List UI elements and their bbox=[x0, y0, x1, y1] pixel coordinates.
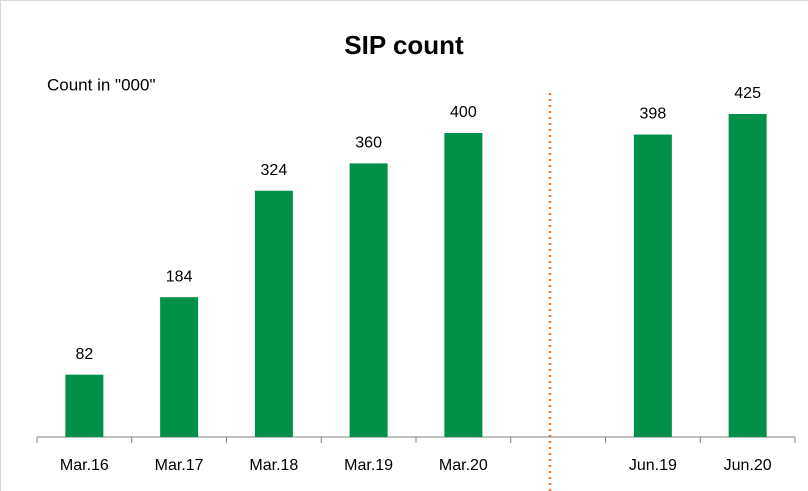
data-label: 324 bbox=[261, 162, 288, 179]
unit-note: Count in "000" bbox=[47, 75, 155, 94]
bar bbox=[349, 163, 388, 437]
data-label: 425 bbox=[734, 85, 761, 102]
x-tick-label: Jun.19 bbox=[629, 457, 677, 474]
data-label: 184 bbox=[166, 268, 193, 285]
x-tick-label: Mar.19 bbox=[344, 457, 393, 474]
data-label: 360 bbox=[355, 135, 382, 152]
bar bbox=[444, 133, 483, 437]
bar bbox=[633, 134, 672, 437]
x-tick-label: Mar.20 bbox=[439, 457, 488, 474]
x-tick-label: Mar.17 bbox=[155, 457, 204, 474]
x-tick-label: Mar.16 bbox=[60, 457, 109, 474]
chart-title: SIP count bbox=[344, 30, 464, 60]
x-tick-label: Jun.20 bbox=[724, 457, 772, 474]
data-label: 400 bbox=[450, 104, 477, 121]
data-label: 82 bbox=[75, 346, 93, 363]
bar bbox=[160, 297, 199, 437]
bar bbox=[254, 190, 293, 437]
bar bbox=[728, 114, 767, 437]
x-tick-label: Mar.18 bbox=[249, 457, 298, 474]
bar bbox=[65, 374, 104, 437]
data-label: 398 bbox=[640, 106, 667, 123]
